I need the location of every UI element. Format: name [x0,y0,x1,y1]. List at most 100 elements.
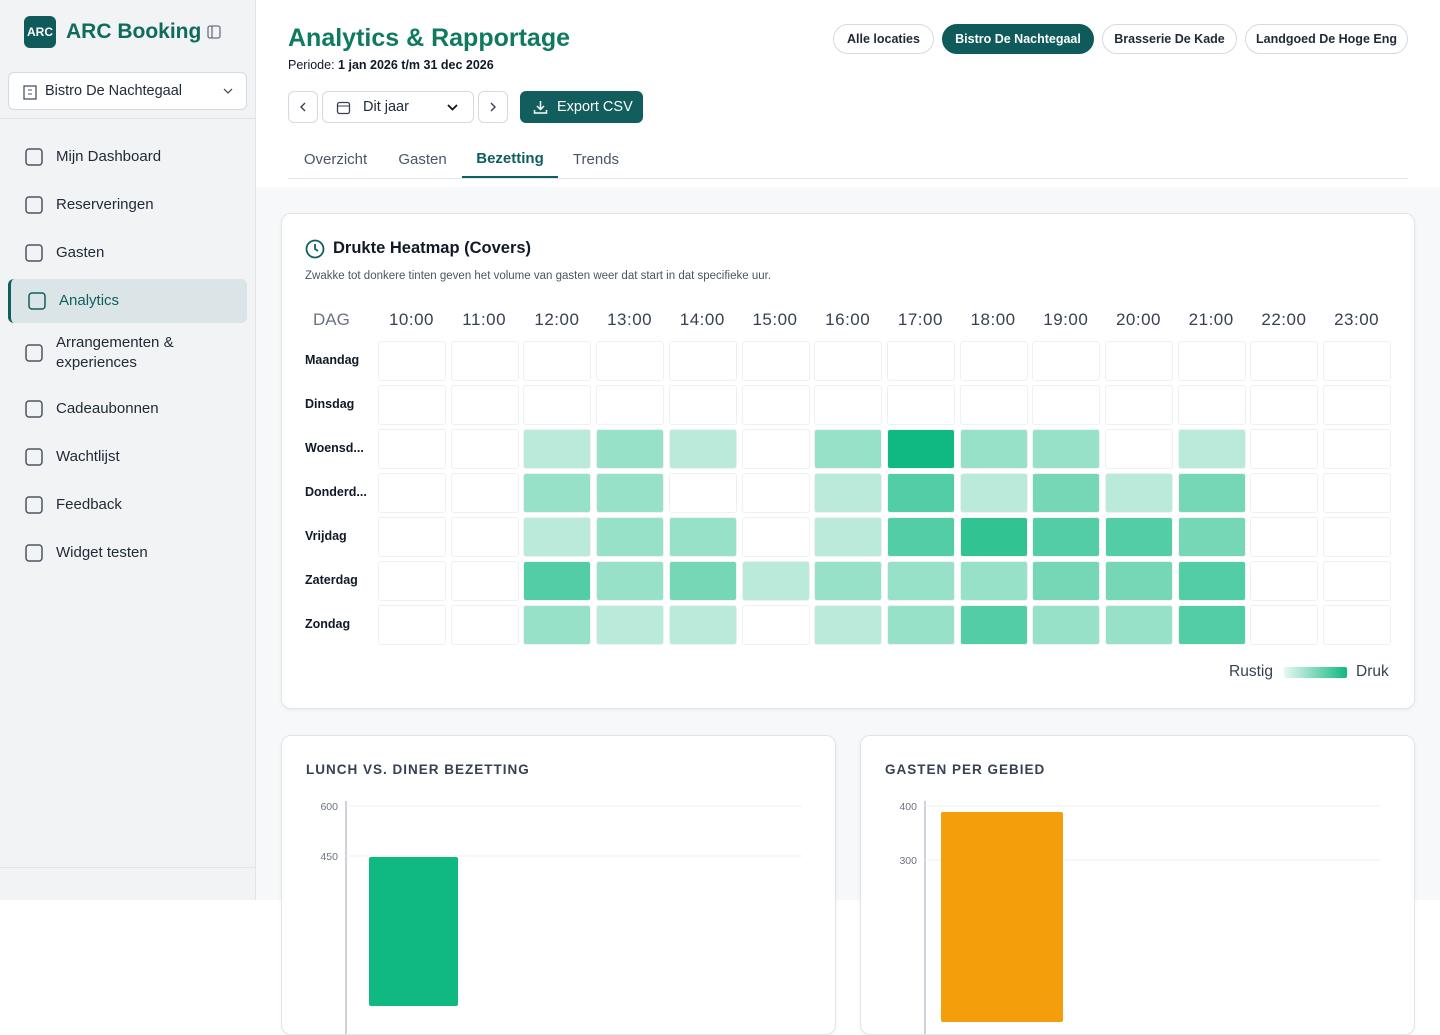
heatmap-cell [596,517,665,557]
heatmap-cell [450,473,519,513]
heatmap-cell [741,341,810,381]
heatmap-cell [1032,385,1101,425]
day-label: Maandag [305,353,360,367]
menu-label: Analytics [59,292,120,309]
tab[interactable]: Gasten [398,150,447,168]
location-pill[interactable]: Bistro De Nachtegaal [942,24,1094,54]
menu-label: Wachtlijst [56,448,120,465]
tabs-line [288,178,1408,179]
menu-item[interactable]: Analytics [8,279,247,323]
heatmap-cell [1177,605,1246,645]
heatmap-cell [959,341,1028,381]
menu-item[interactable]: Widget testen [8,531,247,575]
heatmap-cell [814,473,883,513]
menu-item[interactable]: Mijn Dashboard [8,135,247,179]
logo[interactable]: ARC [24,16,56,48]
menu-label: Reserveringen [56,196,154,213]
heatmap-cell [814,605,883,645]
day-label: Dinsdag [305,397,355,411]
heatmap-cell [523,341,592,381]
legend-low: Rustig [1229,663,1273,680]
tab[interactable]: Trends [572,150,620,168]
heatmap-cell [450,605,519,645]
heatmap-cell [378,385,446,425]
heatmap-cell [1105,385,1173,425]
menu-item[interactable]: Feedback [8,483,247,527]
location-pill[interactable]: Landgoed De Hoge Eng [1245,24,1408,54]
page-title: Analytics & Rapportage [288,24,571,52]
building-icon [23,85,37,100]
menu-label: Mijn Dashboard [56,148,162,165]
heatmap-cell [814,517,883,557]
heatmap-cell [814,429,883,469]
hour-label: 22:00 [1261,310,1307,329]
heatmap-cell [596,341,665,381]
chart-title: LUNCH VS. DINER BEZETTING [306,762,530,777]
hour-label: 20:00 [1115,310,1162,329]
location-pill[interactable]: Brasserie De Kade [1102,24,1237,54]
chart: 300 400 [899,801,1381,1034]
menu-item[interactable]: Cadeaubonnen [8,387,247,431]
hour-label: 19:00 [1043,310,1089,329]
heatmap-cell [741,429,810,469]
location-name: Bistro De Nachtegaal [45,83,183,99]
day-label: Woensd... [305,441,364,455]
heatmap-cell [596,473,665,513]
prev-button[interactable] [288,91,318,123]
hour-label: 10:00 [388,310,435,329]
tab[interactable]: Overzicht [303,150,368,168]
menu-label: Widget testen [56,544,148,561]
heatmap-cell [1323,561,1392,601]
heatmap-cell [1250,517,1319,557]
heatmap-cell [450,385,519,425]
day-label: Zaterdag [305,573,358,587]
heatmap-cell [450,341,519,381]
bar [369,857,458,1006]
heatmap-cell [378,605,446,645]
heatmap-cell [1250,605,1319,645]
heatmap-cell [741,561,810,601]
heatmap-cell [959,473,1028,513]
menu-item[interactable]: Reserveringen [8,183,247,227]
heatmap-cell [886,385,955,425]
heatmap-cell [1105,429,1173,469]
menu-item[interactable]: Arrangementen & experiences [8,323,247,383]
heatmap-cell [959,561,1028,601]
collapse-icon[interactable] [207,25,221,39]
heatmap-cell [1032,561,1101,601]
location-pill[interactable]: Alle locaties [833,24,934,54]
menu-icon [25,496,43,514]
heatmap-cell [523,561,592,601]
heatmap-cell [596,385,665,425]
bar [941,811,1063,1022]
tab[interactable]: Bezetting [462,140,558,178]
menu-icon [25,400,43,418]
hour-label: 11:00 [462,310,507,329]
period-value: 1 jan 2026 t/m 31 dec 2026 [338,58,494,72]
heatmap-cell [668,517,737,557]
heatmap-cell [1250,385,1319,425]
heatmap-cell [886,429,955,469]
range-select[interactable]: Dit jaar [322,91,474,123]
heatmap-cell [959,517,1028,557]
chart: 450 600 [320,801,802,1034]
heatmap-cell [378,517,446,557]
heatmap-cell [668,429,737,469]
heatmap-cell [886,517,955,557]
location-select[interactable]: Bistro De Nachtegaal [8,72,247,110]
period-label: Periode: [288,58,335,72]
heatmap-cell [596,605,665,645]
menu-icon [25,196,43,214]
heatmap-cell [1323,473,1392,513]
heatmap-cell [1177,473,1246,513]
heatmap-cell [959,385,1028,425]
heatmap-cell [1250,429,1319,469]
next-button[interactable] [478,91,508,123]
export-button[interactable]: Export CSV [520,91,643,123]
menu-item[interactable]: Wachtlijst [8,435,247,479]
heatmap-cell [450,429,519,469]
heatmap-cell [596,429,665,469]
menu-item[interactable]: Gasten [8,231,247,275]
menu-icon [25,448,43,466]
menu-icon [28,292,46,310]
